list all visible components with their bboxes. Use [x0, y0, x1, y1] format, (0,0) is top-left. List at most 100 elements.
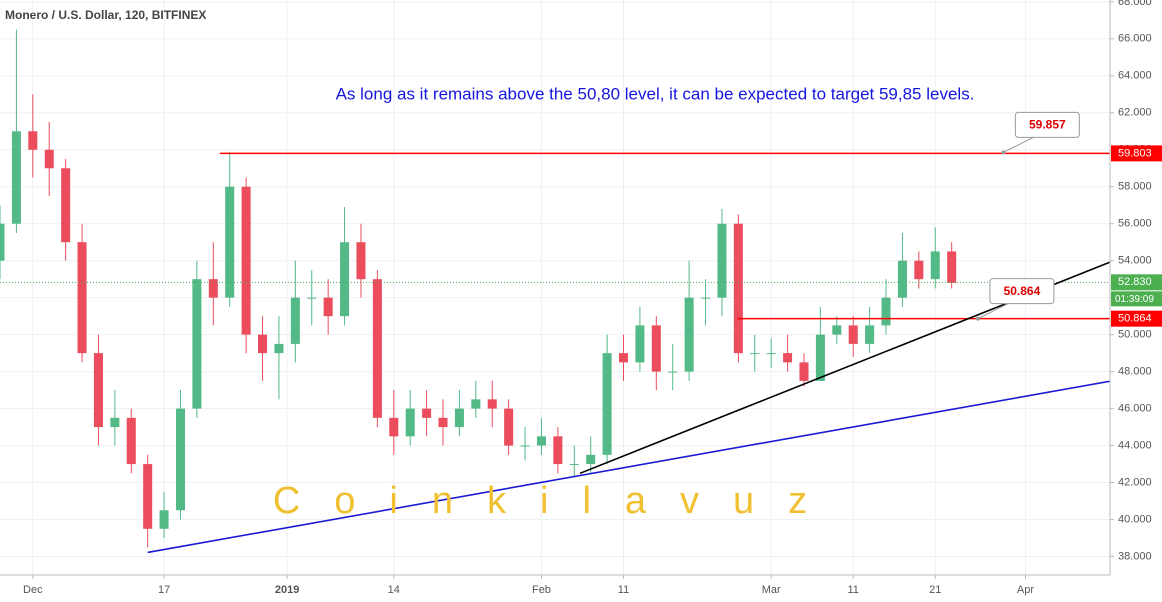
candle-body [274, 343, 284, 354]
candle-body [783, 353, 793, 363]
y-tick-label: 56.000 [1118, 218, 1152, 230]
candle-body [110, 417, 120, 428]
y-tick-label: 66.000 [1118, 33, 1152, 45]
candle-body [668, 371, 678, 373]
candle-body [832, 325, 842, 335]
annotation: As long as it remains above the 50,80 le… [336, 84, 975, 103]
countdown-tag [1111, 291, 1162, 307]
candle-body [11, 131, 21, 224]
candle-body [635, 325, 645, 363]
candle-body [422, 408, 432, 418]
candle-body [701, 297, 711, 299]
x-tick-label: 11 [618, 584, 629, 596]
price-tag-label: 52.830 [1118, 276, 1152, 288]
candle-body [815, 334, 825, 381]
candle-body [356, 242, 366, 280]
candle-body [307, 297, 317, 299]
candle-body [799, 362, 809, 381]
candle-body [192, 279, 202, 409]
y-tick-label: 68.000 [1118, 0, 1152, 8]
level-tag-label: 59.803 [1118, 147, 1152, 159]
y-tick-label: 44.000 [1118, 439, 1152, 451]
candle-body [651, 325, 661, 372]
y-tick-label: 54.000 [1118, 255, 1152, 267]
candle-body [930, 251, 940, 280]
candle-body [372, 279, 382, 418]
countdown-label: 01:39:09 [1115, 294, 1154, 305]
x-tick-label: 2019 [275, 584, 299, 596]
candle-body [520, 445, 530, 447]
x-tick-label: 21 [929, 584, 941, 596]
candle-body [881, 297, 891, 326]
candle-body [340, 242, 350, 317]
candle-body [750, 353, 760, 355]
y-tick-label: 48.000 [1118, 366, 1152, 378]
candle-body [487, 399, 497, 409]
y-tick-label: 62.000 [1118, 107, 1152, 119]
candle-body [553, 436, 563, 465]
candle-body [865, 325, 875, 344]
x-tick-label: Apr [1017, 584, 1034, 596]
candle-body [143, 464, 153, 529]
x-tick-label: 14 [388, 584, 400, 596]
candle-body [569, 464, 579, 466]
callout-label: 59.857 [1029, 118, 1066, 132]
candle-body [28, 131, 38, 150]
candle-body [733, 223, 743, 354]
level-tag [1111, 310, 1162, 327]
chart-title: Monero / U.S. Dollar, 120, BITFINEX [5, 8, 206, 22]
candle-body [618, 353, 629, 363]
x-tick-label: Feb [532, 584, 551, 596]
candle-body [77, 242, 87, 354]
candle-body [947, 251, 957, 283]
x-tick-label: 17 [158, 584, 170, 596]
candle-body [586, 454, 596, 465]
candle-body [405, 408, 415, 437]
callout-anchor [975, 316, 980, 321]
callout-box [1014, 111, 1080, 138]
candle-body [159, 510, 169, 529]
candle-body [225, 186, 235, 298]
callout-label: 50.864 [1004, 284, 1041, 298]
x-tick-label: Mar [762, 584, 781, 596]
candle-body [61, 168, 71, 243]
level-tag-label: 50.864 [1118, 313, 1152, 325]
callout-box [989, 278, 1055, 305]
candle-body [504, 408, 514, 446]
candle-body [208, 279, 218, 298]
y-tick-label: 38.000 [1118, 550, 1152, 562]
candle-body [241, 186, 251, 335]
trendline [147, 380, 1111, 554]
callout-anchor [1001, 150, 1006, 155]
price-tag [1111, 274, 1162, 291]
candle-body [0, 223, 5, 261]
y-tick-label: 64.000 [1118, 70, 1152, 82]
candle-body [258, 334, 268, 354]
candle-body [126, 417, 136, 465]
candle-body [323, 297, 333, 317]
candle-body [438, 417, 448, 428]
callout-pointer [1003, 135, 1036, 153]
candle-body [766, 353, 776, 355]
candle-body [602, 353, 612, 455]
candle-body [717, 223, 727, 298]
level-tag [1111, 145, 1162, 162]
y-tick-label: 40.000 [1118, 513, 1152, 525]
candle-body [897, 260, 907, 298]
candle-body [471, 399, 481, 409]
candle-body [848, 325, 858, 344]
candle-body [175, 408, 185, 511]
plot [0, 29, 1111, 554]
y-tick-label: 58.000 [1118, 181, 1152, 193]
candle-body [389, 417, 399, 437]
candle-body [914, 260, 924, 280]
candle-body [684, 297, 694, 372]
x-tick-label: Dec [23, 584, 43, 596]
candle-body [44, 149, 54, 169]
watermark: Coinkilavuz [273, 480, 841, 522]
candle-body [290, 297, 300, 344]
y-tick-label: 50.000 [1118, 329, 1152, 341]
x-tick-label: 11 [848, 584, 859, 596]
callout-pointer [977, 302, 1011, 320]
